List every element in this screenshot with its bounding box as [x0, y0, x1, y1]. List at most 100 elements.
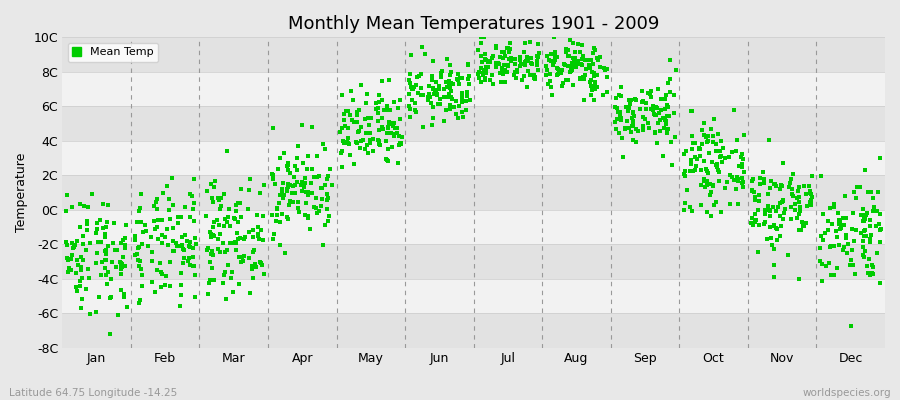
Point	[128, 233, 142, 239]
Point	[155, 232, 169, 238]
Point	[341, 140, 356, 146]
Point	[526, 75, 541, 82]
Point	[291, 143, 305, 149]
Point	[496, 55, 510, 61]
Point	[341, 125, 356, 131]
Point	[313, 203, 328, 209]
Point	[223, 240, 238, 246]
Point	[568, 49, 582, 56]
Point	[147, 202, 161, 209]
Point	[233, 214, 248, 220]
Point	[452, 102, 466, 109]
Point	[508, 61, 523, 68]
Point	[266, 236, 281, 242]
Point	[213, 206, 228, 213]
Point	[273, 218, 287, 225]
Point	[862, 256, 877, 262]
Point	[280, 214, 294, 220]
Point	[660, 126, 674, 132]
Point	[635, 127, 650, 133]
Point	[857, 228, 871, 234]
Point	[354, 82, 368, 88]
Point	[89, 230, 104, 236]
Point	[414, 92, 428, 98]
Point	[772, 212, 787, 219]
Point	[213, 249, 228, 256]
Point	[452, 81, 466, 88]
Point	[401, 91, 416, 97]
Point	[856, 244, 870, 250]
Point	[426, 85, 440, 92]
Point	[627, 112, 642, 119]
Point	[133, 219, 148, 225]
Point	[386, 133, 400, 139]
Point	[171, 214, 185, 220]
Point	[555, 80, 570, 86]
Point	[98, 248, 112, 254]
Point	[472, 74, 486, 81]
Point	[342, 140, 356, 147]
Point	[339, 108, 354, 114]
Point	[498, 53, 512, 60]
Point	[693, 146, 707, 152]
Point	[660, 102, 674, 108]
Point	[784, 216, 798, 222]
Point	[208, 178, 222, 185]
Point	[183, 213, 197, 220]
Point	[132, 263, 147, 270]
Point	[303, 180, 318, 186]
Point	[478, 68, 492, 75]
Point	[564, 64, 579, 70]
Point	[562, 63, 576, 69]
Point	[858, 226, 872, 233]
Point	[401, 103, 416, 109]
Point	[541, 81, 555, 87]
Point	[641, 120, 655, 126]
Point	[421, 91, 436, 97]
Point	[756, 221, 770, 228]
Y-axis label: Temperature: Temperature	[15, 153, 28, 232]
Point	[492, 54, 507, 60]
Point	[481, 64, 495, 70]
Point	[271, 166, 285, 172]
Point	[59, 208, 74, 214]
Point	[273, 192, 287, 198]
Point	[597, 65, 611, 71]
Point	[460, 92, 474, 99]
Point	[853, 212, 868, 218]
Point	[350, 109, 365, 115]
Point	[184, 193, 199, 199]
Point	[434, 72, 448, 78]
Point	[439, 79, 454, 86]
Point	[177, 255, 192, 261]
Point	[141, 243, 156, 249]
Point	[256, 236, 271, 243]
Point	[587, 73, 601, 80]
Point	[158, 273, 173, 279]
Point	[781, 252, 796, 258]
Point	[372, 127, 386, 134]
Point	[253, 258, 267, 265]
Point	[697, 158, 711, 164]
Point	[186, 199, 201, 206]
Point	[736, 184, 751, 190]
Point	[627, 96, 642, 102]
Point	[850, 184, 864, 191]
Point	[230, 202, 244, 208]
Point	[376, 107, 391, 113]
Point	[188, 235, 202, 242]
Point	[765, 242, 779, 248]
Point	[256, 213, 270, 219]
Point	[726, 107, 741, 113]
Point	[699, 178, 714, 184]
Point	[734, 154, 748, 160]
Point	[665, 162, 680, 168]
Point	[477, 67, 491, 74]
Point	[651, 86, 665, 92]
Point	[155, 271, 169, 277]
Point	[706, 116, 721, 122]
Point	[844, 323, 859, 330]
Point	[203, 181, 218, 187]
Point	[300, 189, 314, 196]
Point	[357, 146, 372, 153]
